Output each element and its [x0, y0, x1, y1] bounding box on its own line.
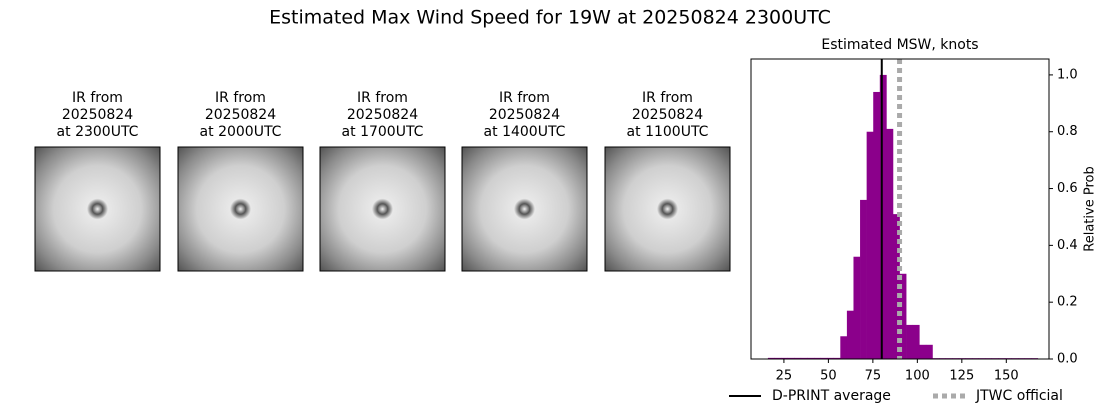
panel-label: IR from [642, 90, 693, 106]
x-tick-label: 75 [865, 369, 882, 384]
bar [774, 357, 782, 359]
y-tick-label: 0.6 [1057, 181, 1078, 196]
bar [912, 324, 920, 359]
bar [840, 336, 848, 359]
bar [925, 344, 933, 359]
axes-title: Estimated MSW, knots [821, 37, 978, 53]
bar [781, 357, 788, 359]
bar [807, 357, 815, 359]
panel-label: IR from [215, 90, 266, 106]
y-tick-label: 0.0 [1057, 352, 1078, 367]
panel-label: 20250824 [632, 107, 703, 123]
panel-label: 20250824 [62, 107, 133, 123]
bar [892, 214, 900, 359]
bar [853, 256, 861, 359]
panel-label: at 2000UTC [200, 124, 282, 140]
panel-label: 20250824 [205, 107, 276, 123]
y-tick-label: 0.8 [1057, 124, 1078, 139]
x-tick-label: 50 [820, 369, 837, 384]
bar [846, 310, 854, 359]
ir-image [34, 146, 161, 272]
x-tick-label: 125 [949, 369, 974, 384]
bar [794, 357, 802, 359]
bar [820, 357, 828, 359]
y-axis-label: Relative Prob [1083, 166, 1098, 251]
panel-label: 20250824 [347, 107, 418, 123]
panel-label: IR from [72, 90, 123, 106]
ir-image [604, 146, 731, 272]
bar [767, 357, 775, 359]
legend-label: D-PRINT average [772, 388, 891, 404]
y-tick-label: 0.4 [1057, 238, 1078, 253]
bar [919, 344, 927, 359]
bar [899, 273, 907, 359]
bar [800, 357, 808, 359]
bar [860, 199, 867, 359]
x-tick-label: 25 [776, 369, 793, 384]
ir-image [177, 146, 304, 272]
bar [866, 131, 874, 359]
panel-label: at 1700UTC [342, 124, 424, 140]
y-tick-label: 0.2 [1057, 295, 1078, 310]
y-tick-label: 1.0 [1057, 67, 1078, 82]
x-tick-label: 150 [994, 369, 1019, 384]
bar [833, 357, 841, 359]
panel-label: at 1100UTC [627, 124, 709, 140]
panel-label: at 2300UTC [57, 124, 139, 140]
bar [873, 91, 881, 360]
ir-image [319, 146, 446, 272]
plot-frame [750, 58, 1050, 360]
bar [879, 74, 887, 359]
legend-label: JTWC official [975, 388, 1063, 404]
bar [787, 357, 795, 359]
figure-title: Estimated Max Wind Speed for 19W at 2025… [269, 7, 831, 29]
panel-label: at 1400UTC [484, 124, 566, 140]
panel-label: 20250824 [489, 107, 560, 123]
bar [827, 357, 835, 359]
panel-label: IR from [499, 90, 550, 106]
bar [886, 128, 894, 359]
bar [813, 357, 821, 359]
ir-image [461, 146, 588, 272]
panel-label: IR from [357, 90, 408, 106]
x-tick-label: 100 [905, 369, 930, 384]
bar [906, 324, 914, 359]
